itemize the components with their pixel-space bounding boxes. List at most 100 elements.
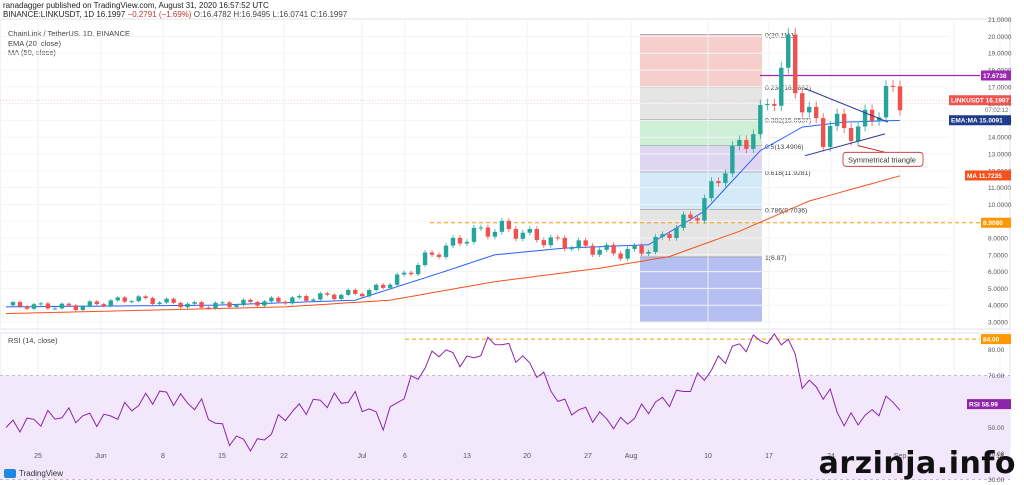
symbol-ohlc: O:16.4782 H:16.9495 L:16.0741 C:16.1997 (193, 10, 348, 19)
candle-body (667, 234, 672, 239)
price-tick-label: 3.0000 (988, 320, 1008, 327)
candle-body (171, 298, 176, 303)
ema-legend[interactable]: EMA (20, close) (8, 39, 61, 48)
last-price-badge: LINKUSDT 16.1997 (951, 98, 1010, 105)
date-tick-label: Aug (625, 453, 638, 460)
candle-body (820, 118, 826, 147)
date-tick-label: 27 (584, 453, 592, 460)
fib-level-label: 0.236(16.9862) (765, 85, 811, 92)
candle-body (779, 67, 784, 106)
ma-badge: MA 11.7235 (967, 173, 1002, 180)
candle-body (639, 245, 644, 254)
last-price-badge-bg (949, 95, 1011, 106)
brand-label: TradingView (19, 469, 64, 478)
publisher-line: ranadagger published on TradingView.com,… (3, 1, 269, 10)
date-tick-label: 24 (827, 453, 835, 460)
rsi-legend[interactable]: RSI (14, close) (8, 336, 58, 345)
candle-body (800, 93, 805, 113)
candle-body (883, 85, 889, 118)
candle-body (890, 85, 896, 87)
candle-body (527, 228, 533, 233)
candle-body (576, 240, 581, 249)
candle-body (506, 220, 512, 229)
date-tick-label: 8 (161, 453, 165, 460)
candle-body (464, 241, 470, 244)
candle-body (24, 306, 30, 309)
candle-body (220, 302, 225, 304)
candle-body (353, 289, 358, 294)
candle-body (436, 254, 442, 257)
candle-body (150, 298, 155, 305)
triangle-upper-trendline (804, 88, 889, 123)
fib-zone (640, 119, 762, 146)
tradingview-logo[interactable]: TradingView (4, 469, 63, 478)
support-badge: 8.9080 (983, 220, 1003, 227)
candle-body (765, 103, 770, 106)
candle-body (688, 214, 693, 219)
countdown-label: 07:02:12 (985, 108, 1009, 114)
candle-body (862, 109, 868, 127)
price-tick-label: 14.0000 (988, 135, 1012, 142)
candle-body (604, 244, 609, 250)
candle-body (178, 302, 183, 308)
candle-body (17, 302, 23, 307)
support-badge-bg (981, 217, 1011, 228)
symbol-line: BINANCE:LINKUSDT, 1D 16.1997 −0.2791 (−1… (3, 10, 347, 19)
rsi-overbought-badge-bg (981, 334, 1011, 345)
candle-body (751, 134, 756, 149)
date-tick-label: 20 (523, 453, 531, 460)
candle-body (786, 34, 791, 68)
rsi-band (0, 375, 1010, 480)
candle-body (318, 293, 323, 300)
candle-body (611, 244, 616, 254)
candle-body (73, 305, 79, 311)
candle-body (248, 299, 253, 302)
candle-body (164, 298, 169, 303)
candle-body (262, 301, 267, 306)
ma-legend[interactable]: MA (50, close) (8, 48, 56, 57)
candle-body (339, 294, 344, 300)
candle-body (143, 296, 148, 299)
date-tick-label: Sep (894, 453, 907, 460)
candle-body (394, 274, 400, 285)
price-tick-label: 17.0000 (988, 84, 1012, 91)
annotations: Symmetrical triangle (804, 88, 924, 167)
candle-body (255, 301, 260, 306)
candle-body (234, 305, 239, 307)
candle-body (897, 86, 903, 111)
fib-zone (640, 145, 762, 173)
candle-body (10, 302, 16, 306)
candle-body (199, 302, 204, 308)
candle-body (108, 300, 113, 307)
candle-body (681, 214, 686, 228)
rsi-line (5, 333, 901, 453)
chart-title: ChainLink / TetherUS, 1D, BINANCE (8, 29, 130, 38)
candle-body (38, 303, 44, 305)
candle-body (562, 237, 567, 249)
candle-body (192, 302, 197, 304)
price-tick-label: 19.0000 (988, 51, 1012, 58)
ema-line (5, 119, 901, 308)
triangle-lower-trendline (804, 133, 886, 157)
price-tick-label: 6.0000 (988, 269, 1008, 276)
rsi-overbought-badge: 84.00 (983, 337, 1000, 344)
candle-body (695, 218, 700, 221)
candle-body (730, 145, 735, 174)
candle-body (360, 293, 365, 297)
candle-body (45, 303, 51, 309)
candle-body (346, 289, 351, 295)
candle-body (841, 113, 847, 129)
candle-body (653, 236, 658, 252)
candle-body (290, 297, 295, 304)
candle-body (723, 173, 728, 184)
symbol-prefix: BINANCE:LINKUSDT, 1D 16.1997 (3, 10, 126, 19)
candle-body (450, 237, 456, 246)
rsi-tick-label: 70.00 (988, 373, 1005, 380)
date-tick-label: 6 (403, 453, 407, 460)
date-tick-label: 15 (218, 453, 226, 460)
date-tick-label: 14 (996, 453, 1004, 460)
candle-body (422, 252, 428, 266)
resistance-badge-bg (981, 70, 1011, 81)
